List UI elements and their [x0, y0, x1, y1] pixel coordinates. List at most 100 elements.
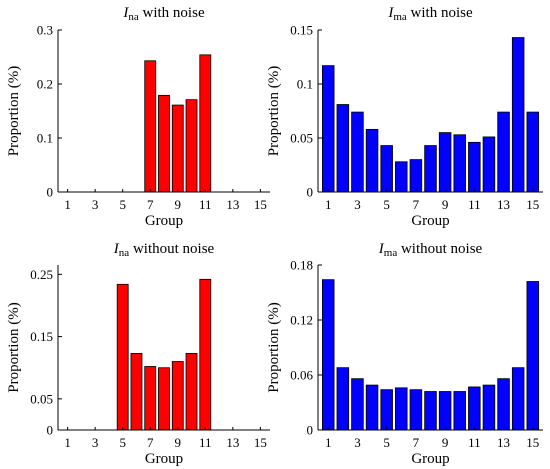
- x-tick-label: 1: [325, 435, 332, 450]
- y-tick-label: 0.1: [37, 131, 53, 146]
- y-axis-title: Proportion (%): [6, 66, 22, 156]
- title-subscript: ma: [384, 247, 398, 259]
- y-tick-label: 0.12: [290, 313, 313, 328]
- x-tick-label: 13: [226, 197, 239, 212]
- bar-group-1: [321, 65, 335, 193]
- title-variable: I: [122, 5, 129, 21]
- bar-group-3: [351, 111, 364, 193]
- y-axis-title: Proportion (%): [266, 302, 282, 392]
- x-tick-label: 5: [383, 197, 390, 212]
- bar-group-8: [158, 94, 170, 193]
- bar-group-2: [336, 367, 350, 431]
- x-tick-label: 15: [526, 197, 539, 212]
- bar-group-7: [409, 389, 423, 431]
- title-text: without noise: [397, 241, 482, 257]
- bar-group-9: [438, 391, 452, 431]
- bar-group-4: [365, 128, 379, 193]
- x-tick-label: 13: [226, 435, 239, 450]
- bar-group-11: [199, 278, 212, 431]
- plot-title: Ina with noise: [122, 5, 205, 23]
- bar-group-14: [511, 367, 525, 431]
- x-tick-label: 15: [254, 435, 267, 450]
- y-tick-label: 0.15: [30, 329, 53, 344]
- x-tick-label: 3: [92, 435, 99, 450]
- title-subscript: ma: [393, 11, 407, 23]
- bar-group-5: [380, 145, 393, 193]
- bar-group-7: [144, 60, 157, 193]
- title-variable: I: [113, 241, 120, 257]
- y-tick-label: 0.05: [30, 391, 53, 406]
- x-tick-label: 9: [175, 435, 182, 450]
- bar-group-12: [482, 136, 496, 193]
- bar-group-8: [424, 145, 437, 193]
- plot-title: Ima without noise: [378, 241, 483, 259]
- title-variable: I: [378, 241, 385, 257]
- x-tick-label: 5: [383, 435, 390, 450]
- x-axis-title: Group: [411, 451, 449, 467]
- y-tick-label: 0: [307, 185, 314, 200]
- x-tick-label: 7: [413, 197, 420, 212]
- bar-group-5: [116, 283, 129, 431]
- y-tick-label: 0: [47, 185, 54, 200]
- y-tick-label: 0: [307, 423, 314, 438]
- x-tick-label: 11: [199, 435, 212, 450]
- bar-group-9: [171, 104, 184, 193]
- bar-group-10: [185, 99, 198, 193]
- bar-group-6: [395, 161, 408, 193]
- x-tick-label: 3: [92, 197, 99, 212]
- title-text: with noise: [139, 5, 205, 21]
- x-tick-label: 15: [254, 197, 267, 212]
- title-text: with noise: [407, 5, 473, 21]
- x-tick-label: 13: [497, 197, 510, 212]
- bar-group-13: [497, 378, 510, 431]
- bar-group-6: [395, 387, 408, 431]
- bar-group-8: [424, 391, 437, 431]
- bar-group-7: [144, 366, 157, 431]
- bar-group-14: [511, 37, 525, 193]
- y-tick-label: 0.25: [30, 267, 53, 282]
- x-axis-title: Group: [145, 213, 183, 229]
- y-tick-label: 0.3: [37, 23, 53, 38]
- x-tick-label: 9: [442, 197, 449, 212]
- bar-group-13: [497, 111, 510, 193]
- x-tick-label: 7: [147, 435, 154, 450]
- y-tick-label: 0: [47, 423, 54, 438]
- bar-group-5: [380, 389, 393, 431]
- x-tick-label: 5: [119, 435, 126, 450]
- title-subscript: na: [119, 247, 130, 259]
- y-axis-title: Proportion (%): [266, 66, 282, 156]
- title-subscript: na: [128, 11, 139, 23]
- x-tick-label: 15: [526, 435, 539, 450]
- y-tick-label: 0.15: [290, 23, 313, 38]
- x-tick-label: 7: [413, 435, 420, 450]
- bar-group-11: [468, 386, 481, 431]
- x-tick-label: 1: [64, 197, 71, 212]
- bar-group-7: [409, 159, 423, 193]
- x-tick-label: 3: [354, 197, 361, 212]
- bar-group-10: [453, 134, 466, 193]
- y-tick-label: 0.18: [290, 258, 313, 273]
- bar-group-11: [468, 141, 481, 193]
- title-text: without noise: [129, 241, 214, 257]
- y-axis-title: Proportion (%): [6, 302, 22, 392]
- plot-title: Ima with noise: [387, 5, 473, 23]
- y-tick-label: 0.2: [37, 77, 53, 92]
- bar-group-15: [526, 281, 540, 431]
- x-axis-title: Group: [411, 213, 449, 229]
- bar-group-3: [351, 378, 364, 431]
- bar-group-15: [526, 111, 540, 193]
- x-tick-label: 1: [64, 435, 71, 450]
- y-tick-label: 0.05: [290, 131, 313, 146]
- x-tick-label: 9: [175, 197, 182, 212]
- bar-group-8: [158, 367, 170, 431]
- x-tick-label: 7: [147, 197, 154, 212]
- bar-group-12: [482, 384, 496, 431]
- x-tick-label: 13: [497, 435, 510, 450]
- bar-group-9: [171, 361, 184, 431]
- bar-group-4: [365, 384, 379, 431]
- bar-group-9: [438, 132, 452, 193]
- bar-group-6: [130, 353, 143, 431]
